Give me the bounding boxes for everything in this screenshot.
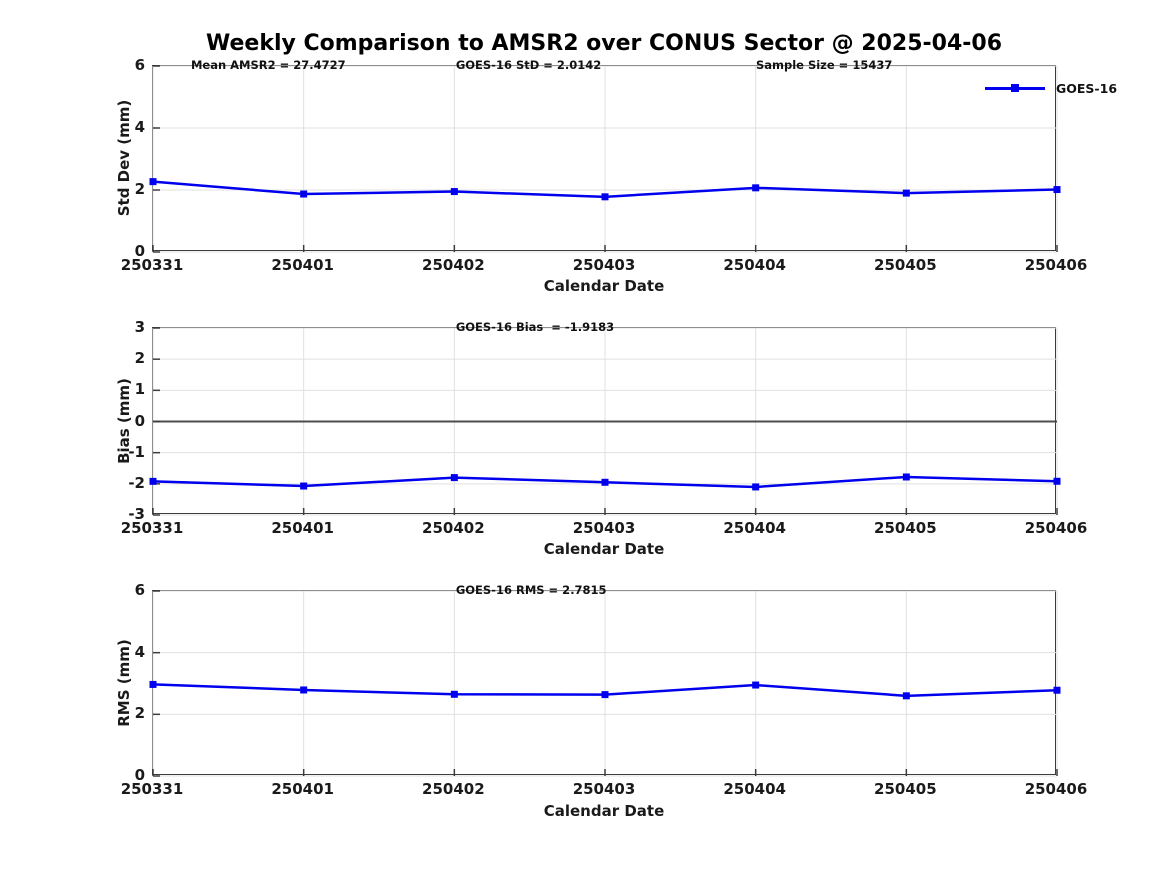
- annotation: Sample Size = 15437: [755, 58, 893, 72]
- x-tick-label: 250401: [271, 780, 334, 798]
- panel-rms: RMS (mm) GOES-16 RMS = 2.7815 Calendar D…: [0, 582, 1167, 820]
- legend-square-marker-icon: [1011, 84, 1019, 92]
- x-tick-label: 250402: [422, 780, 485, 798]
- x-axis-label: Calendar Date: [543, 802, 665, 820]
- plot-canvas: [149, 65, 1061, 253]
- y-tick-label: -3: [128, 505, 145, 523]
- y-axis-label: Std Dev (mm): [115, 99, 133, 217]
- data-point-marker: [752, 184, 760, 192]
- data-point-marker: [300, 686, 308, 694]
- x-tick-label: 250405: [874, 519, 937, 537]
- x-tick-label: 250331: [120, 780, 184, 798]
- data-point-marker: [450, 474, 458, 482]
- data-point-marker: [149, 680, 157, 688]
- data-point-marker: [450, 188, 458, 196]
- data-point-marker: [902, 692, 910, 700]
- data-point-marker: [1053, 186, 1061, 194]
- data-point-marker: [601, 478, 609, 486]
- y-tick-label: 2: [134, 349, 145, 368]
- x-tick-label: 250402: [422, 256, 485, 274]
- panel-bias: Bias (mm) GOES-16 Bias = -1.9183 Calenda…: [0, 319, 1167, 558]
- legend-label: GOES-16: [1056, 80, 1118, 96]
- data-point-marker: [752, 483, 760, 491]
- x-tick-label: 250403: [572, 780, 636, 798]
- legend-line-sample: [985, 80, 1045, 96]
- x-tick-label: 250405: [874, 256, 937, 274]
- annotation: GOES-16 RMS = 2.7815: [455, 583, 607, 597]
- data-point-marker: [300, 190, 308, 198]
- data-point-marker: [902, 189, 910, 197]
- y-tick-label: -2: [128, 473, 145, 492]
- y-tick-label: 6: [134, 581, 145, 599]
- y-tick-label: -1: [128, 442, 145, 461]
- x-axis-label: Calendar Date: [543, 540, 665, 558]
- annotation: Mean AMSR2 = 27.4727: [190, 58, 346, 72]
- x-tick-label: 250405: [874, 780, 937, 798]
- x-tick-label: 250404: [723, 780, 786, 798]
- x-tick-label: 250401: [271, 519, 334, 537]
- annotation: GOES-16 Bias = -1.9183: [455, 320, 615, 334]
- y-tick-label: 0: [134, 242, 145, 260]
- plot-canvas: [149, 327, 1061, 516]
- data-point-marker: [149, 178, 157, 186]
- data-point-marker: [601, 691, 609, 699]
- x-tick-label: 250406: [1024, 780, 1088, 798]
- y-tick-label: 0: [134, 766, 145, 784]
- data-point-marker: [601, 193, 609, 201]
- x-tick-label: 250401: [271, 256, 334, 274]
- plot-area: GOES-16 RMS = 2.7815: [149, 583, 1061, 777]
- data-point-marker: [1053, 477, 1061, 485]
- annotation: GOES-16 StD = 2.0142: [455, 58, 602, 72]
- x-tick-label: 250404: [723, 256, 786, 274]
- x-axis-label: Calendar Date: [543, 277, 665, 295]
- data-point-marker: [752, 681, 760, 689]
- y-tick-label: 6: [134, 56, 145, 74]
- x-tick-label: 250402: [422, 519, 485, 537]
- data-point-marker: [300, 482, 308, 490]
- x-tick-label: 250406: [1024, 519, 1088, 537]
- y-tick-label: 4: [134, 118, 145, 136]
- y-tick-label: 2: [134, 704, 145, 723]
- x-tick-label: 250403: [572, 256, 636, 274]
- plot-canvas: [149, 590, 1061, 777]
- data-point-marker: [902, 473, 910, 481]
- legend: GOES-16: [985, 80, 1117, 96]
- data-point-marker: [149, 477, 157, 485]
- x-tick-label: 250331: [120, 256, 184, 274]
- x-tick-label: 250404: [723, 519, 786, 537]
- panel-std-dev: Std Dev (mm) Mean AMSR2 = 27.4727 GOES-16…: [0, 57, 1167, 295]
- plot-area: GOES-16 Bias = -1.9183: [149, 320, 1061, 516]
- y-tick-label: 0: [134, 411, 145, 430]
- plot-area: Mean AMSR2 = 27.4727 GOES-16 StD = 2.0142…: [149, 58, 1061, 253]
- data-point-marker: [1053, 686, 1061, 694]
- x-tick-label: 250331: [120, 519, 184, 537]
- y-tick-label: 3: [134, 318, 145, 336]
- x-tick-label: 250403: [572, 519, 636, 537]
- y-tick-label: 1: [134, 380, 145, 399]
- x-tick-label: 250406: [1024, 256, 1088, 274]
- data-point-marker: [450, 690, 458, 698]
- chart-title: Weekly Comparison to AMSR2 over CONUS Se…: [206, 31, 1002, 56]
- y-tick-label: 2: [134, 180, 145, 198]
- y-tick-label: 4: [134, 642, 145, 661]
